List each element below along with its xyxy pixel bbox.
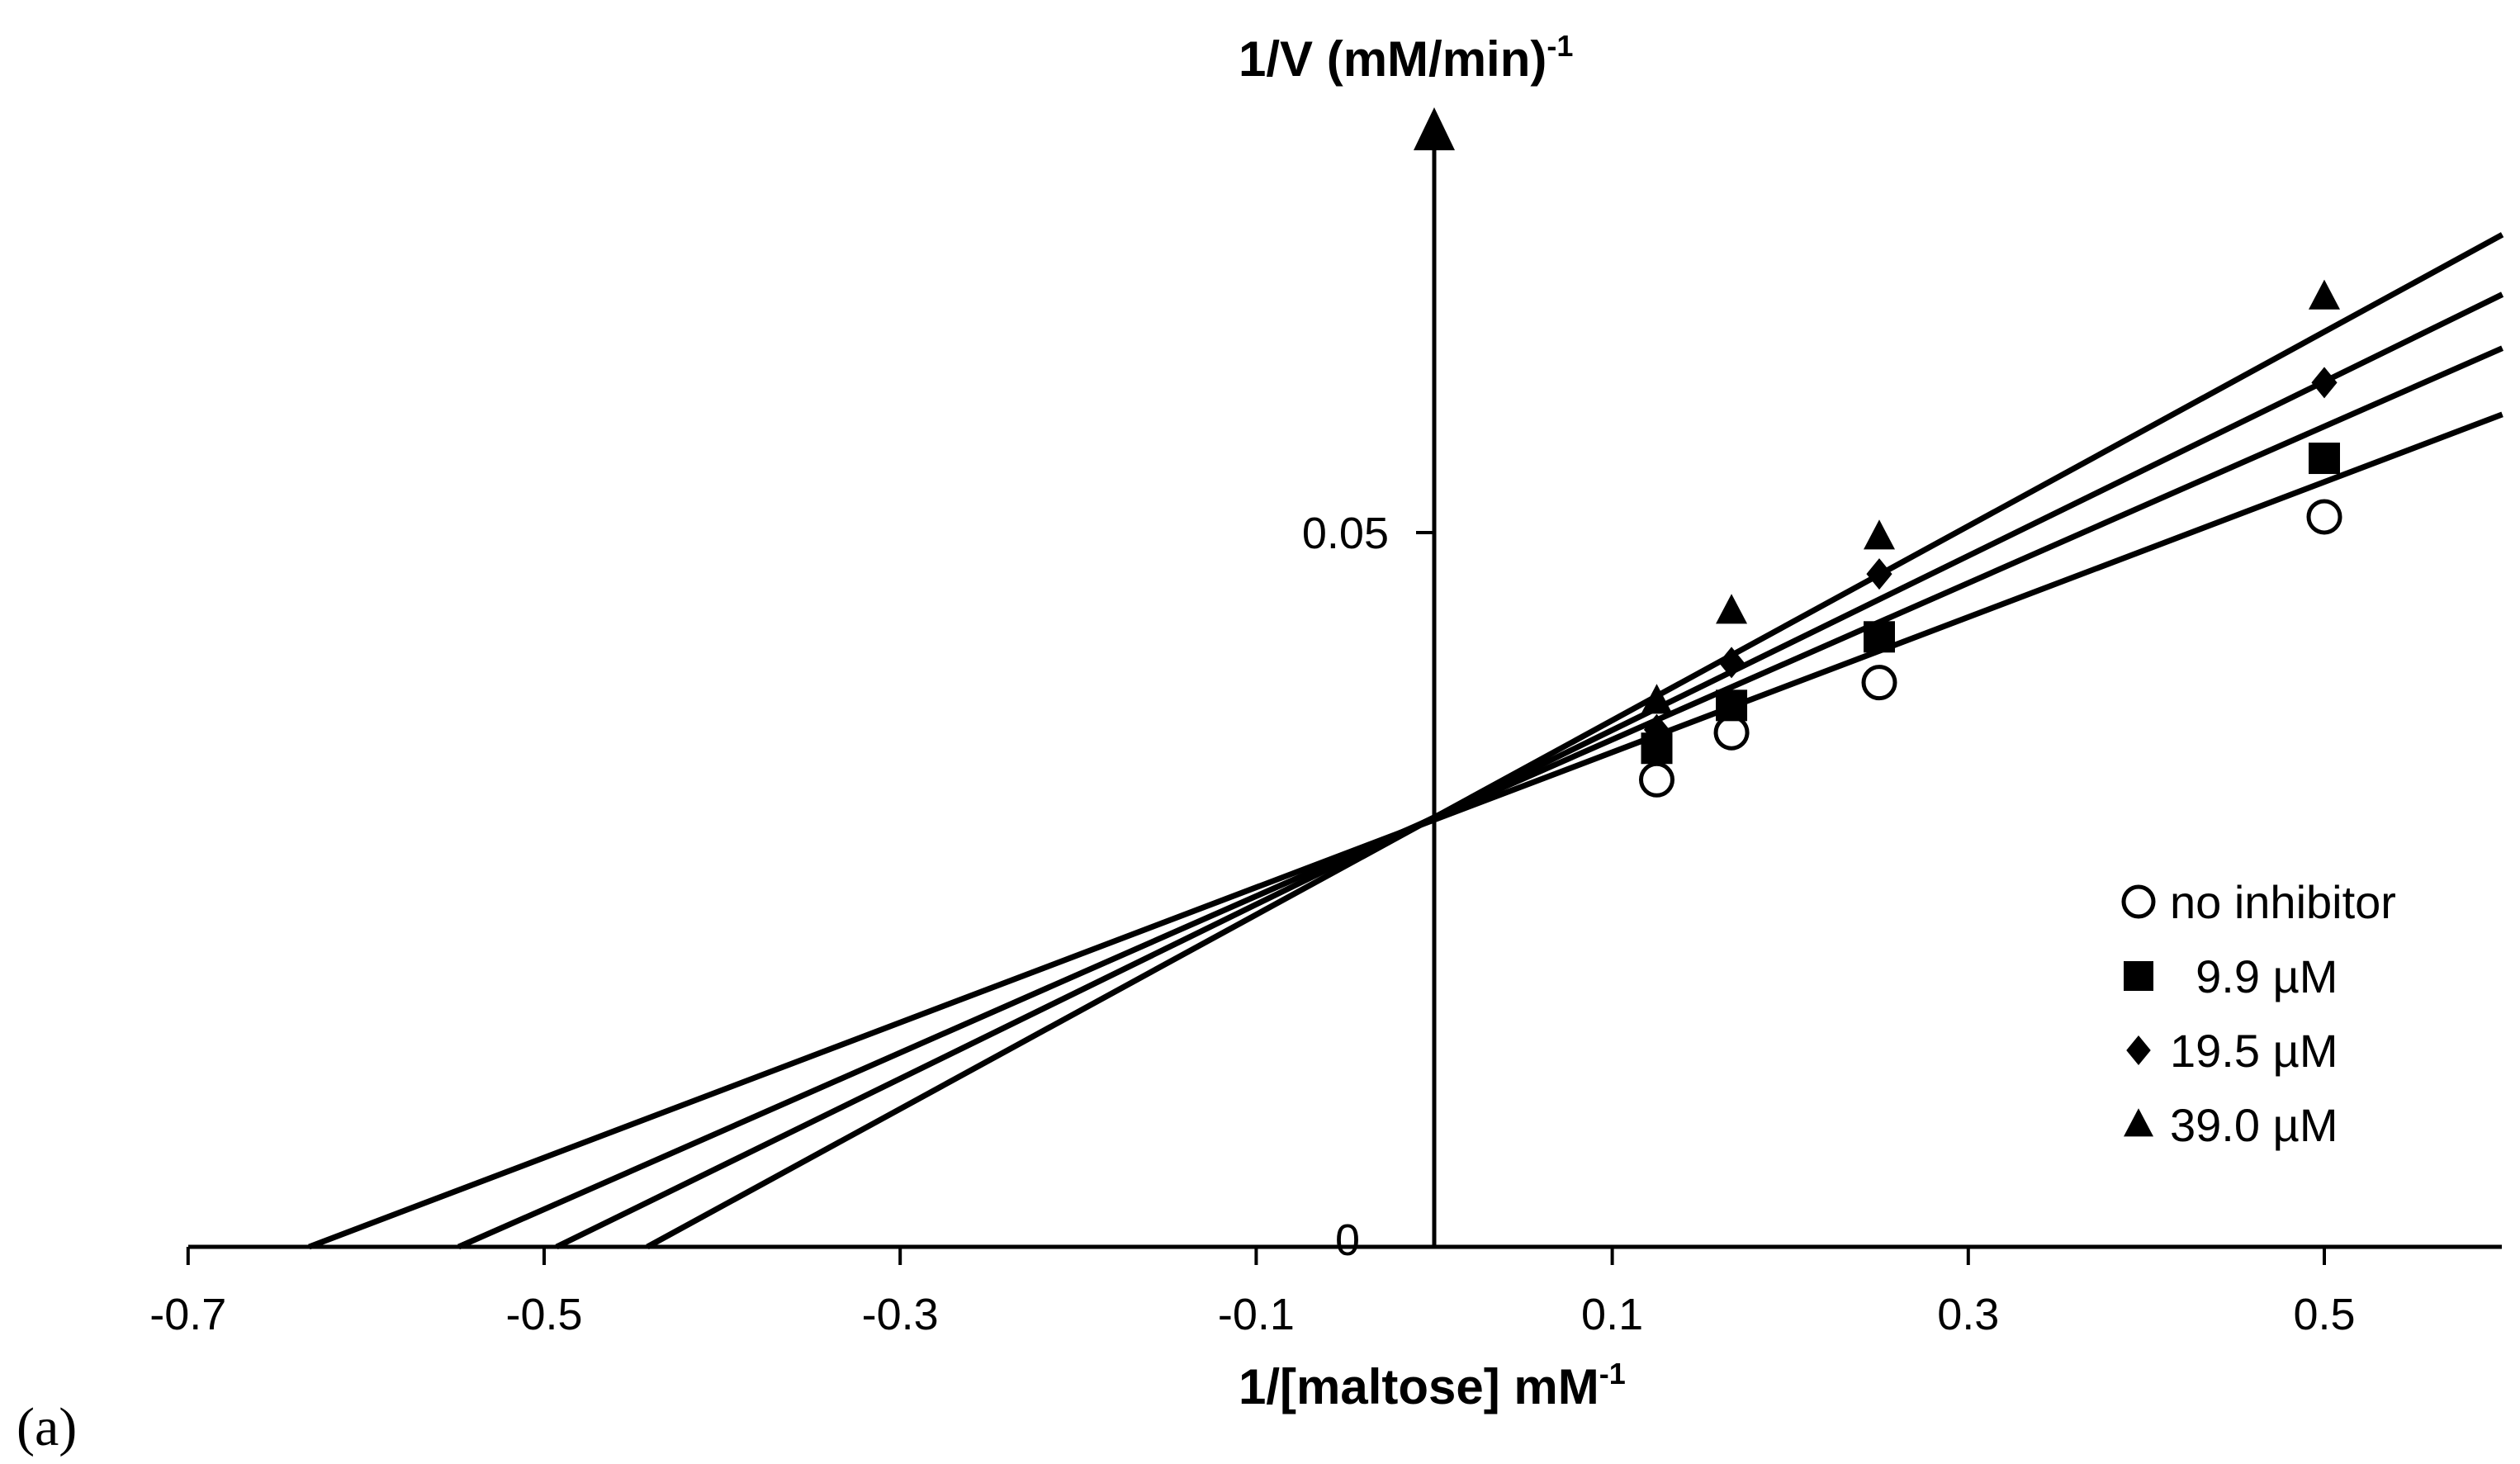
data-point-39-0-m	[1716, 594, 1748, 624]
x-tick-label: -0.3	[862, 1290, 939, 1339]
legend-marker-no-inhibitor	[2121, 884, 2156, 919]
legend-marker-9-9-m	[2124, 961, 2153, 991]
x-tick-label: 0.3	[1937, 1290, 1999, 1339]
y-axis-arrowhead	[1414, 107, 1455, 150]
data-point-19-5-m	[2311, 367, 2338, 399]
y-tick-label: 0	[1335, 1215, 1360, 1265]
y-axis-title: 1/V (mM/min)-1	[1239, 29, 1573, 87]
legend-label-no-inhibitor: no inhibitor	[2170, 876, 2396, 928]
data-point-no-inhibitor	[1639, 761, 1674, 798]
x-axis-title: 1/[maltose] mM-1	[1239, 1357, 1626, 1414]
legend-label-9-9-m: 9.9 µM	[2170, 950, 2338, 1002]
fit-line-39-0-m	[646, 232, 2504, 1250]
panel-label: (a)	[17, 1397, 77, 1457]
data-point-no-inhibitor	[1713, 714, 1750, 751]
data-point-no-inhibitor	[2306, 499, 2342, 535]
x-tick-label: 0.5	[2293, 1290, 2355, 1339]
data-point-39-0-m	[1641, 684, 1673, 714]
y-ticks: 00.05	[1302, 509, 1434, 1265]
x-tick-label: -0.7	[149, 1290, 226, 1339]
x-tick-label: -0.1	[1218, 1290, 1295, 1339]
data-point-19-5-m	[1643, 713, 1670, 746]
data-point-no-inhibitor	[1861, 665, 1897, 701]
axes	[188, 107, 2502, 1249]
data-point-9-9-m	[2309, 443, 2340, 475]
fit-line-19-5-m	[555, 291, 2504, 1250]
x-tick-label: 0.1	[1581, 1290, 1643, 1339]
data-point-9-9-m	[1716, 689, 1748, 722]
data-point-9-9-m	[1864, 621, 1895, 653]
legend-marker-19-5-m	[2126, 1035, 2151, 1065]
data-point-39-0-m	[1864, 519, 1895, 550]
y-tick-label: 0.05	[1302, 509, 1389, 558]
data-point-19-5-m	[1866, 558, 1892, 590]
legend: no inhibitor 9.9 µM 19.5 µM 39.0 µM	[2121, 876, 2396, 1151]
data-points	[1639, 279, 2342, 798]
x-tick-label: -0.5	[505, 1290, 582, 1339]
legend-marker-39-0-m	[2124, 1108, 2153, 1137]
legend-label-19-5-m: 19.5 µM	[2170, 1025, 2338, 1077]
data-point-19-5-m	[1718, 647, 1745, 679]
legend-label-39-0-m: 39.0 µM	[2170, 1099, 2338, 1151]
x-ticks: -0.7 -0.5 -0.3 -0.1 0.1 0.3 0.5	[149, 1247, 2356, 1339]
fit-lines	[308, 232, 2504, 1250]
data-point-39-0-m	[2309, 279, 2340, 310]
